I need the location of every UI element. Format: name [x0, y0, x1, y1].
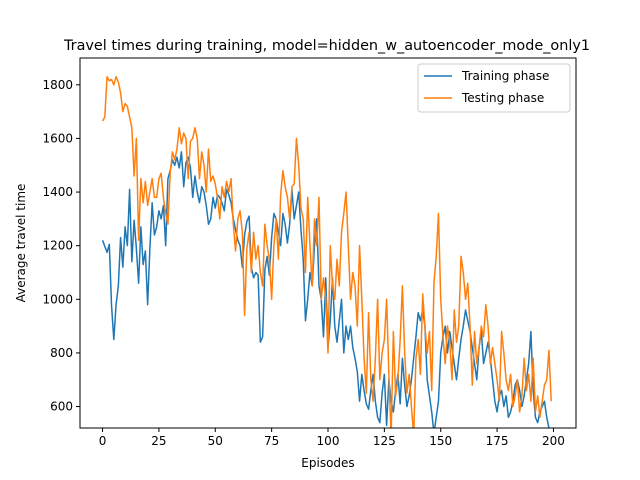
- x-tick-label: 0: [99, 434, 107, 448]
- x-tick-label: 175: [486, 434, 509, 448]
- y-tick-label: 1000: [42, 292, 73, 306]
- plot-frame: [79, 57, 577, 429]
- x-tick-label: 100: [317, 434, 340, 448]
- y-tick-label: 1800: [42, 78, 73, 92]
- x-tick-label: 75: [264, 434, 279, 448]
- y-tick-label: 800: [50, 346, 73, 360]
- x-tick-label: 50: [208, 434, 223, 448]
- legend: Training phase Testing phase: [417, 63, 571, 113]
- y-tick-label: 1400: [42, 185, 73, 199]
- x-tick-label: 125: [373, 434, 396, 448]
- chart-title: Travel times during training, model=hidd…: [63, 38, 590, 54]
- y-axis-label: Average travel time: [14, 184, 28, 303]
- legend-label-testing: Testing phase: [461, 91, 544, 105]
- y-tick-label: 600: [50, 400, 73, 414]
- legend-box: [417, 63, 571, 113]
- series-line-testing: [101, 76, 552, 428]
- x-tick-label: 25: [151, 434, 166, 448]
- y-axis: 600 800 1000 1200 1400 1600 1800: [42, 78, 80, 414]
- x-axis: 0 25 50 75 100 125 150 175 200: [99, 428, 565, 448]
- legend-label-training: Training phase: [461, 69, 549, 83]
- x-tick-label: 150: [429, 434, 452, 448]
- x-tick-label: 200: [542, 434, 565, 448]
- y-tick-label: 1600: [42, 131, 73, 145]
- x-axis-label: Episodes: [301, 456, 354, 470]
- series-layer: [101, 76, 552, 428]
- y-tick-label: 1200: [42, 239, 73, 253]
